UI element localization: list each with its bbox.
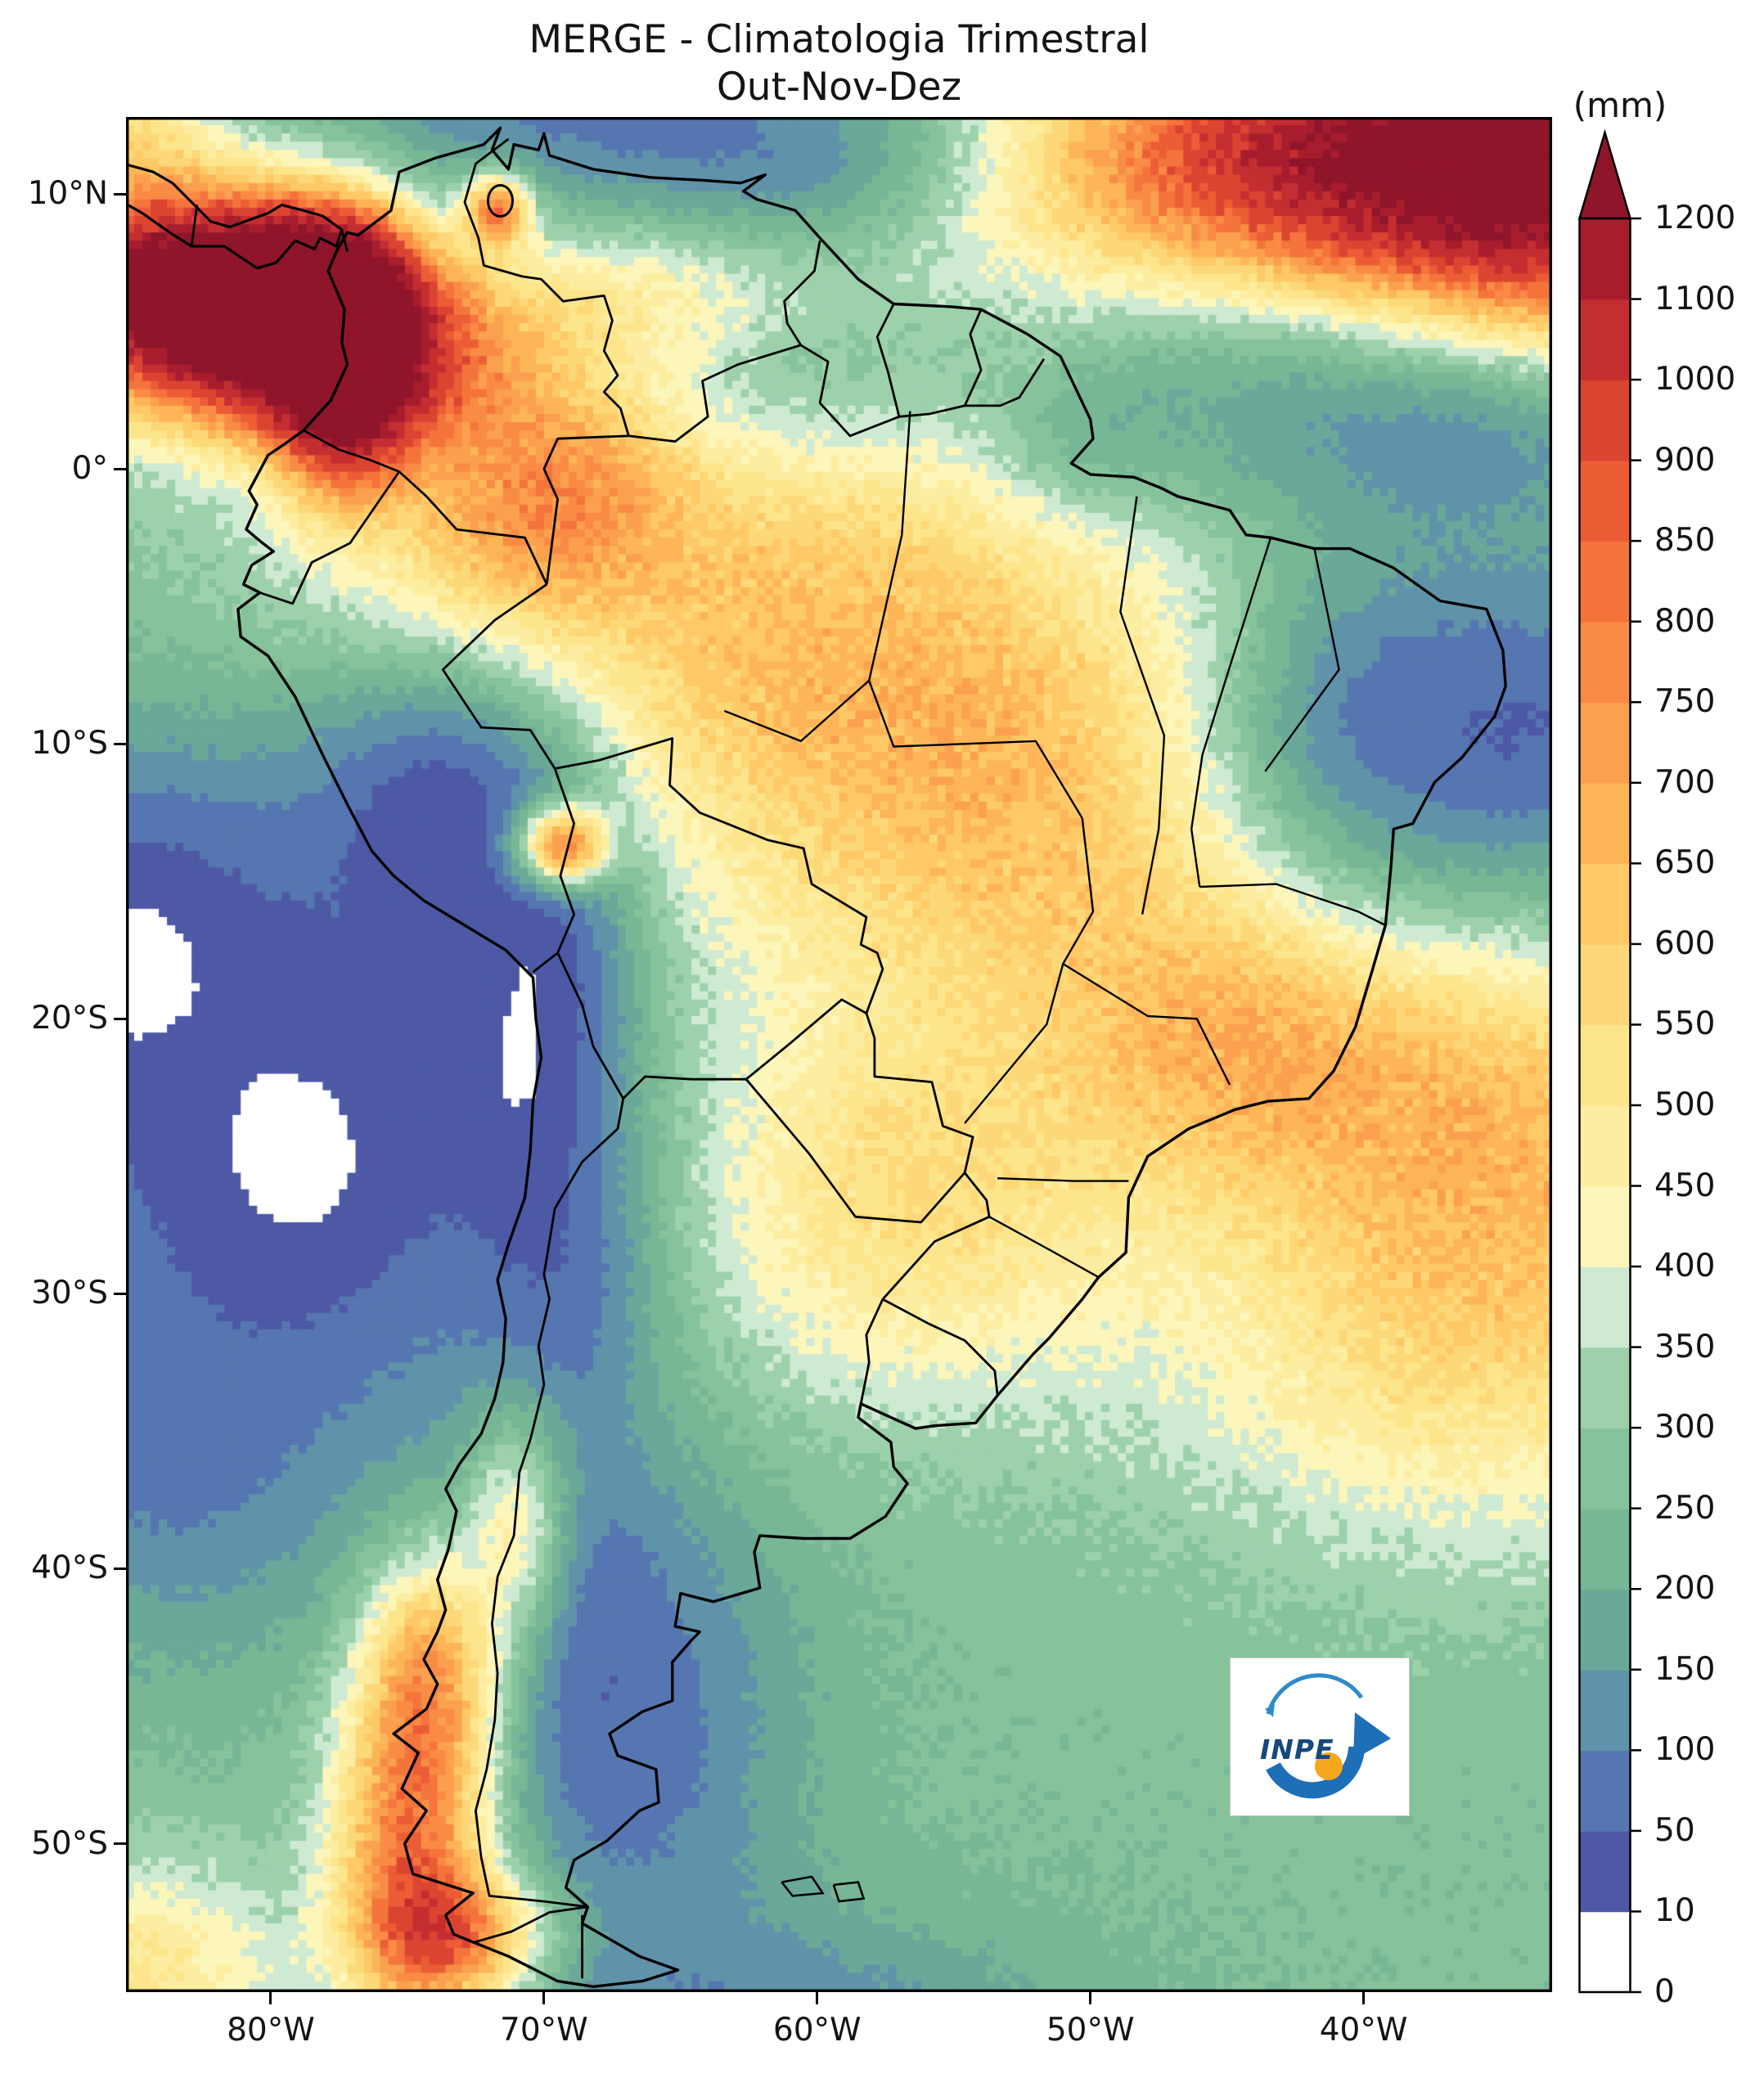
colorbar-tick-label: 100 [1654, 1731, 1716, 1769]
lat-tick-mark [114, 1567, 126, 1570]
lon-tick-mark [542, 1992, 546, 2004]
colorbar-unit-label: (mm) [1573, 85, 1667, 125]
colorbar-tick-label: 1200 [1654, 200, 1736, 236]
colorbar-tick-label: 550 [1654, 1005, 1716, 1043]
lat-tick-label: 10°N [27, 175, 108, 213]
lat-tick-mark [114, 1292, 126, 1295]
colorbar-tick-label: 900 [1654, 441, 1716, 479]
lon-tick-mark [269, 1992, 272, 2004]
lon-tick-mark [1362, 1992, 1366, 2004]
lon-tick-label: 50°W [1046, 2012, 1135, 2049]
figure-title: MERGE - Climatologia Trimestral Out-Nov-… [126, 16, 1552, 112]
lat-tick-mark [114, 742, 126, 745]
colorbar-tick-label: 150 [1654, 1650, 1716, 1688]
inpe-logo: INPE [1230, 1657, 1410, 1816]
colorbar-tick-label: 450 [1654, 1167, 1716, 1204]
title-line2: Out-Nov-Dez [716, 65, 962, 110]
title-line1: MERGE - Climatologia Trimestral [529, 17, 1150, 62]
lat-tick-mark [114, 1842, 126, 1846]
lon-tick-mark [1089, 1992, 1092, 2004]
colorbar-tick-label: 1100 [1654, 280, 1736, 317]
lon-tick-label: 80°W [227, 2012, 315, 2049]
lon-tick-label: 60°W [772, 2012, 862, 2049]
colorbar [1578, 128, 1641, 1994]
colorbar-tick-label: 300 [1654, 1409, 1716, 1446]
colorbar-tick-label: 700 [1654, 763, 1716, 801]
lat-tick-mark [114, 1017, 126, 1020]
lon-tick-label: 40°W [1319, 2012, 1408, 2049]
colorbar-tick-label: 50 [1654, 1811, 1695, 1849]
lat-tick-label: 40°S [31, 1550, 108, 1587]
lat-tick-label: 10°S [31, 725, 108, 762]
colorbar-tick-label: 500 [1654, 1086, 1716, 1123]
colorbar-tick-label: 200 [1654, 1570, 1716, 1608]
colorbar-tick-label: 750 [1654, 683, 1716, 721]
colorbar-tick-label: 800 [1654, 602, 1716, 640]
lat-tick-label: 30°S [31, 1275, 108, 1312]
inpe-logo-text: INPE [1260, 1734, 1334, 1765]
inpe-logo-swirl-icon [1265, 1673, 1391, 1799]
lon-tick-label: 70°W [500, 2012, 588, 2049]
colorbar-tick-label: 250 [1654, 1489, 1716, 1527]
lat-tick-label: 20°S [31, 1000, 108, 1037]
colorbar-tick-label: 1000 [1654, 361, 1736, 398]
colorbar-tick-label: 350 [1654, 1328, 1716, 1365]
colorbar-tick-label: 650 [1654, 844, 1716, 882]
coastline-and-borders [126, 117, 1552, 1992]
colorbar-tick-label: 600 [1654, 924, 1716, 962]
lat-tick-label: 50°S [31, 1824, 108, 1862]
lon-tick-mark [816, 1992, 819, 2004]
lat-tick-label: 0° [71, 450, 108, 488]
colorbar-tick-label: 850 [1654, 522, 1716, 560]
colorbar-tick-label: 0 [1654, 1973, 1675, 2010]
lat-tick-mark [114, 467, 126, 470]
lat-tick-mark [114, 192, 126, 196]
colorbar-tick-label: 400 [1654, 1248, 1716, 1285]
colorbar-tick-label: 10 [1654, 1892, 1695, 1930]
